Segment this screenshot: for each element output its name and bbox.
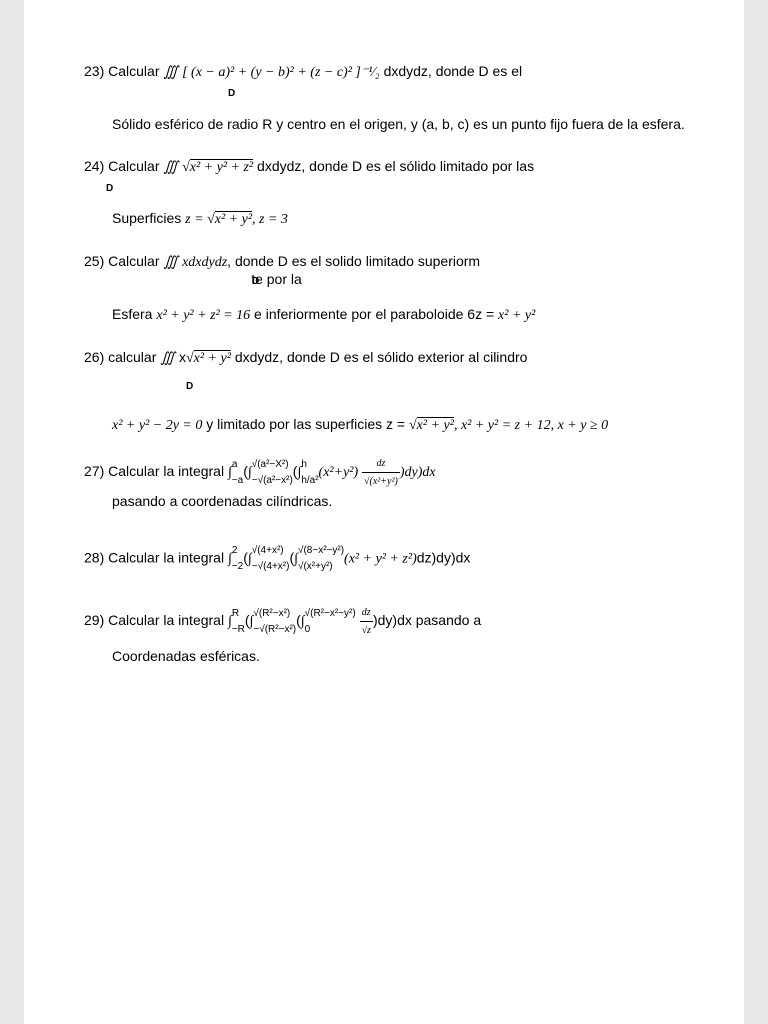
problem-verb: Calcular — [108, 253, 159, 269]
text: dz)dy)dx — [417, 550, 471, 566]
problem-25: 25) Calcular ∭ xdxdydz, donde D es el so… — [84, 250, 694, 275]
text: donde D es el sólido exterior al cilindr… — [287, 349, 527, 365]
fraction: dz√(x²+y²) — [362, 455, 400, 490]
problem-27: 27) Calcular la integral ∫a−a(∫√(a²−X²)−… — [84, 455, 694, 514]
problem-26: 26) calcular ∭ x√x² + y² dxdydz, donde D… — [84, 346, 694, 395]
math: z = — [185, 212, 207, 227]
differential: dxdydz, — [257, 158, 305, 174]
fraction: dz√z — [360, 604, 373, 639]
integral-domain: D — [228, 88, 235, 99]
integrand: xdxdydz — [182, 255, 227, 270]
problem-number: 25) — [84, 253, 104, 269]
text: )dy)dx pasando a — [373, 612, 481, 628]
problem-number: 29) — [84, 612, 104, 628]
text: donde D es el — [436, 63, 522, 79]
text: e inferiormente por el paraboloide 6z = — [250, 306, 498, 322]
integrand: (x² + y² + z²) — [344, 552, 417, 567]
differential: dxdydz, — [384, 63, 432, 79]
problem-28: 28) Calcular la integral ∫2−2(∫√(4+x²)−√… — [84, 546, 694, 572]
problem-26-detail: x² + y² − 2y = 0 y limitado por las supe… — [112, 413, 694, 438]
problem-number: 24) — [84, 158, 104, 174]
limits: a−a — [232, 460, 243, 486]
problem-verb: Calcular — [108, 63, 159, 79]
text: )dy)dx — [400, 466, 436, 481]
problem-verb: Calcular la integral — [108, 612, 224, 628]
math: x² + y² — [498, 308, 535, 323]
problem-24-detail: Superficies z = √x² + y², z = 3 — [112, 207, 694, 232]
detail-prefix: Superficies — [112, 210, 181, 226]
limits: 2−2 — [232, 546, 243, 572]
triple-integral: ∭ — [163, 160, 178, 175]
triple-integral: ∭ — [163, 255, 178, 270]
text: te por la — [251, 271, 302, 287]
problem-23-detail: Sólido esférico de radio R y centro en e… — [112, 113, 694, 137]
problem-verb: Calcular la integral — [108, 464, 224, 480]
limits: √(4+x²)−√(4+x²) — [252, 546, 290, 572]
integral-domain: D — [106, 183, 113, 194]
sqrt-body: x² + y² — [215, 211, 252, 227]
text: y limitado por las superficies z = — [202, 416, 409, 432]
sqrt-body: x² + y² — [417, 417, 454, 433]
limits: √(8−x²−y²)√(x²+y²) — [298, 546, 344, 572]
problem-verb: calcular — [108, 349, 156, 365]
detail: Coordenadas esféricas. — [112, 645, 694, 669]
sqrt-sign: √x² + y² + z² — [182, 159, 253, 175]
detail-text: Sólido esférico de radio R y centro en e… — [112, 116, 685, 132]
detail-prefix: Esfera — [112, 306, 156, 322]
sqrt-sign: √x² + y² — [207, 211, 252, 227]
triple-integral: ∭ — [163, 65, 178, 80]
text: donde D es el sólido limitado por las — [309, 158, 534, 174]
problem-25-detail: Esfera x² + y² + z² = 16 e inferiormente… — [112, 303, 694, 328]
limits: √(a²−X²)−√(a²−x²) — [252, 460, 293, 486]
text: , donde D es el solido limitado superior… — [227, 253, 480, 269]
problem-verb: Calcular la integral — [108, 550, 224, 566]
problem-number: 26) — [84, 349, 104, 365]
limits: √(R²−x²)−√(R²−x²) — [253, 609, 296, 635]
pre: x — [179, 349, 186, 365]
problem-29: 29) Calcular la integral ∫R−R(∫√(R²−x²)−… — [84, 604, 694, 669]
problem-number: 27) — [84, 464, 104, 480]
differential: dxdydz, — [235, 349, 283, 365]
integrand: [ (x − a)² + (y − b)² + (z − c)² ]⁻¹⁄₂ — [182, 65, 380, 80]
problem-23: 23) Calcular ∭ [ (x − a)² + (y − b)² + (… — [84, 60, 694, 85]
integrand: x² + y² — [194, 350, 231, 366]
triple-integral: ∭ — [160, 351, 175, 366]
integral-domain: D — [186, 381, 193, 392]
document-page: 23) Calcular ∭ [ (x − a)² + (y − b)² + (… — [24, 0, 744, 1024]
math: x² + y² + z² = 16 — [156, 308, 250, 323]
problem-number: 28) — [84, 550, 104, 566]
detail: pasando a coordenadas cilíndricas. — [112, 490, 694, 514]
math: x² + y² − 2y = 0 — [112, 418, 202, 433]
sqrt-sign: √x² + y² — [186, 350, 231, 366]
limits: R−R — [232, 609, 245, 635]
problem-number: 23) — [84, 63, 104, 79]
problem-verb: Calcular — [108, 158, 159, 174]
limits: hh/a² — [301, 460, 318, 486]
limits: √(R²−x²−y²)0 — [305, 609, 356, 635]
problem-24: 24) Calcular ∭ √x² + y² + z² dxdydz, don… — [84, 155, 694, 180]
math: , x² + y² = z + 12, x + y ≥ 0 — [454, 418, 608, 433]
integrand: x² + y² + z² — [190, 159, 253, 175]
sqrt-sign: √x² + y² — [409, 417, 454, 433]
math: , z = 3 — [252, 212, 288, 227]
integrand: (x²+y²) — [319, 466, 359, 481]
